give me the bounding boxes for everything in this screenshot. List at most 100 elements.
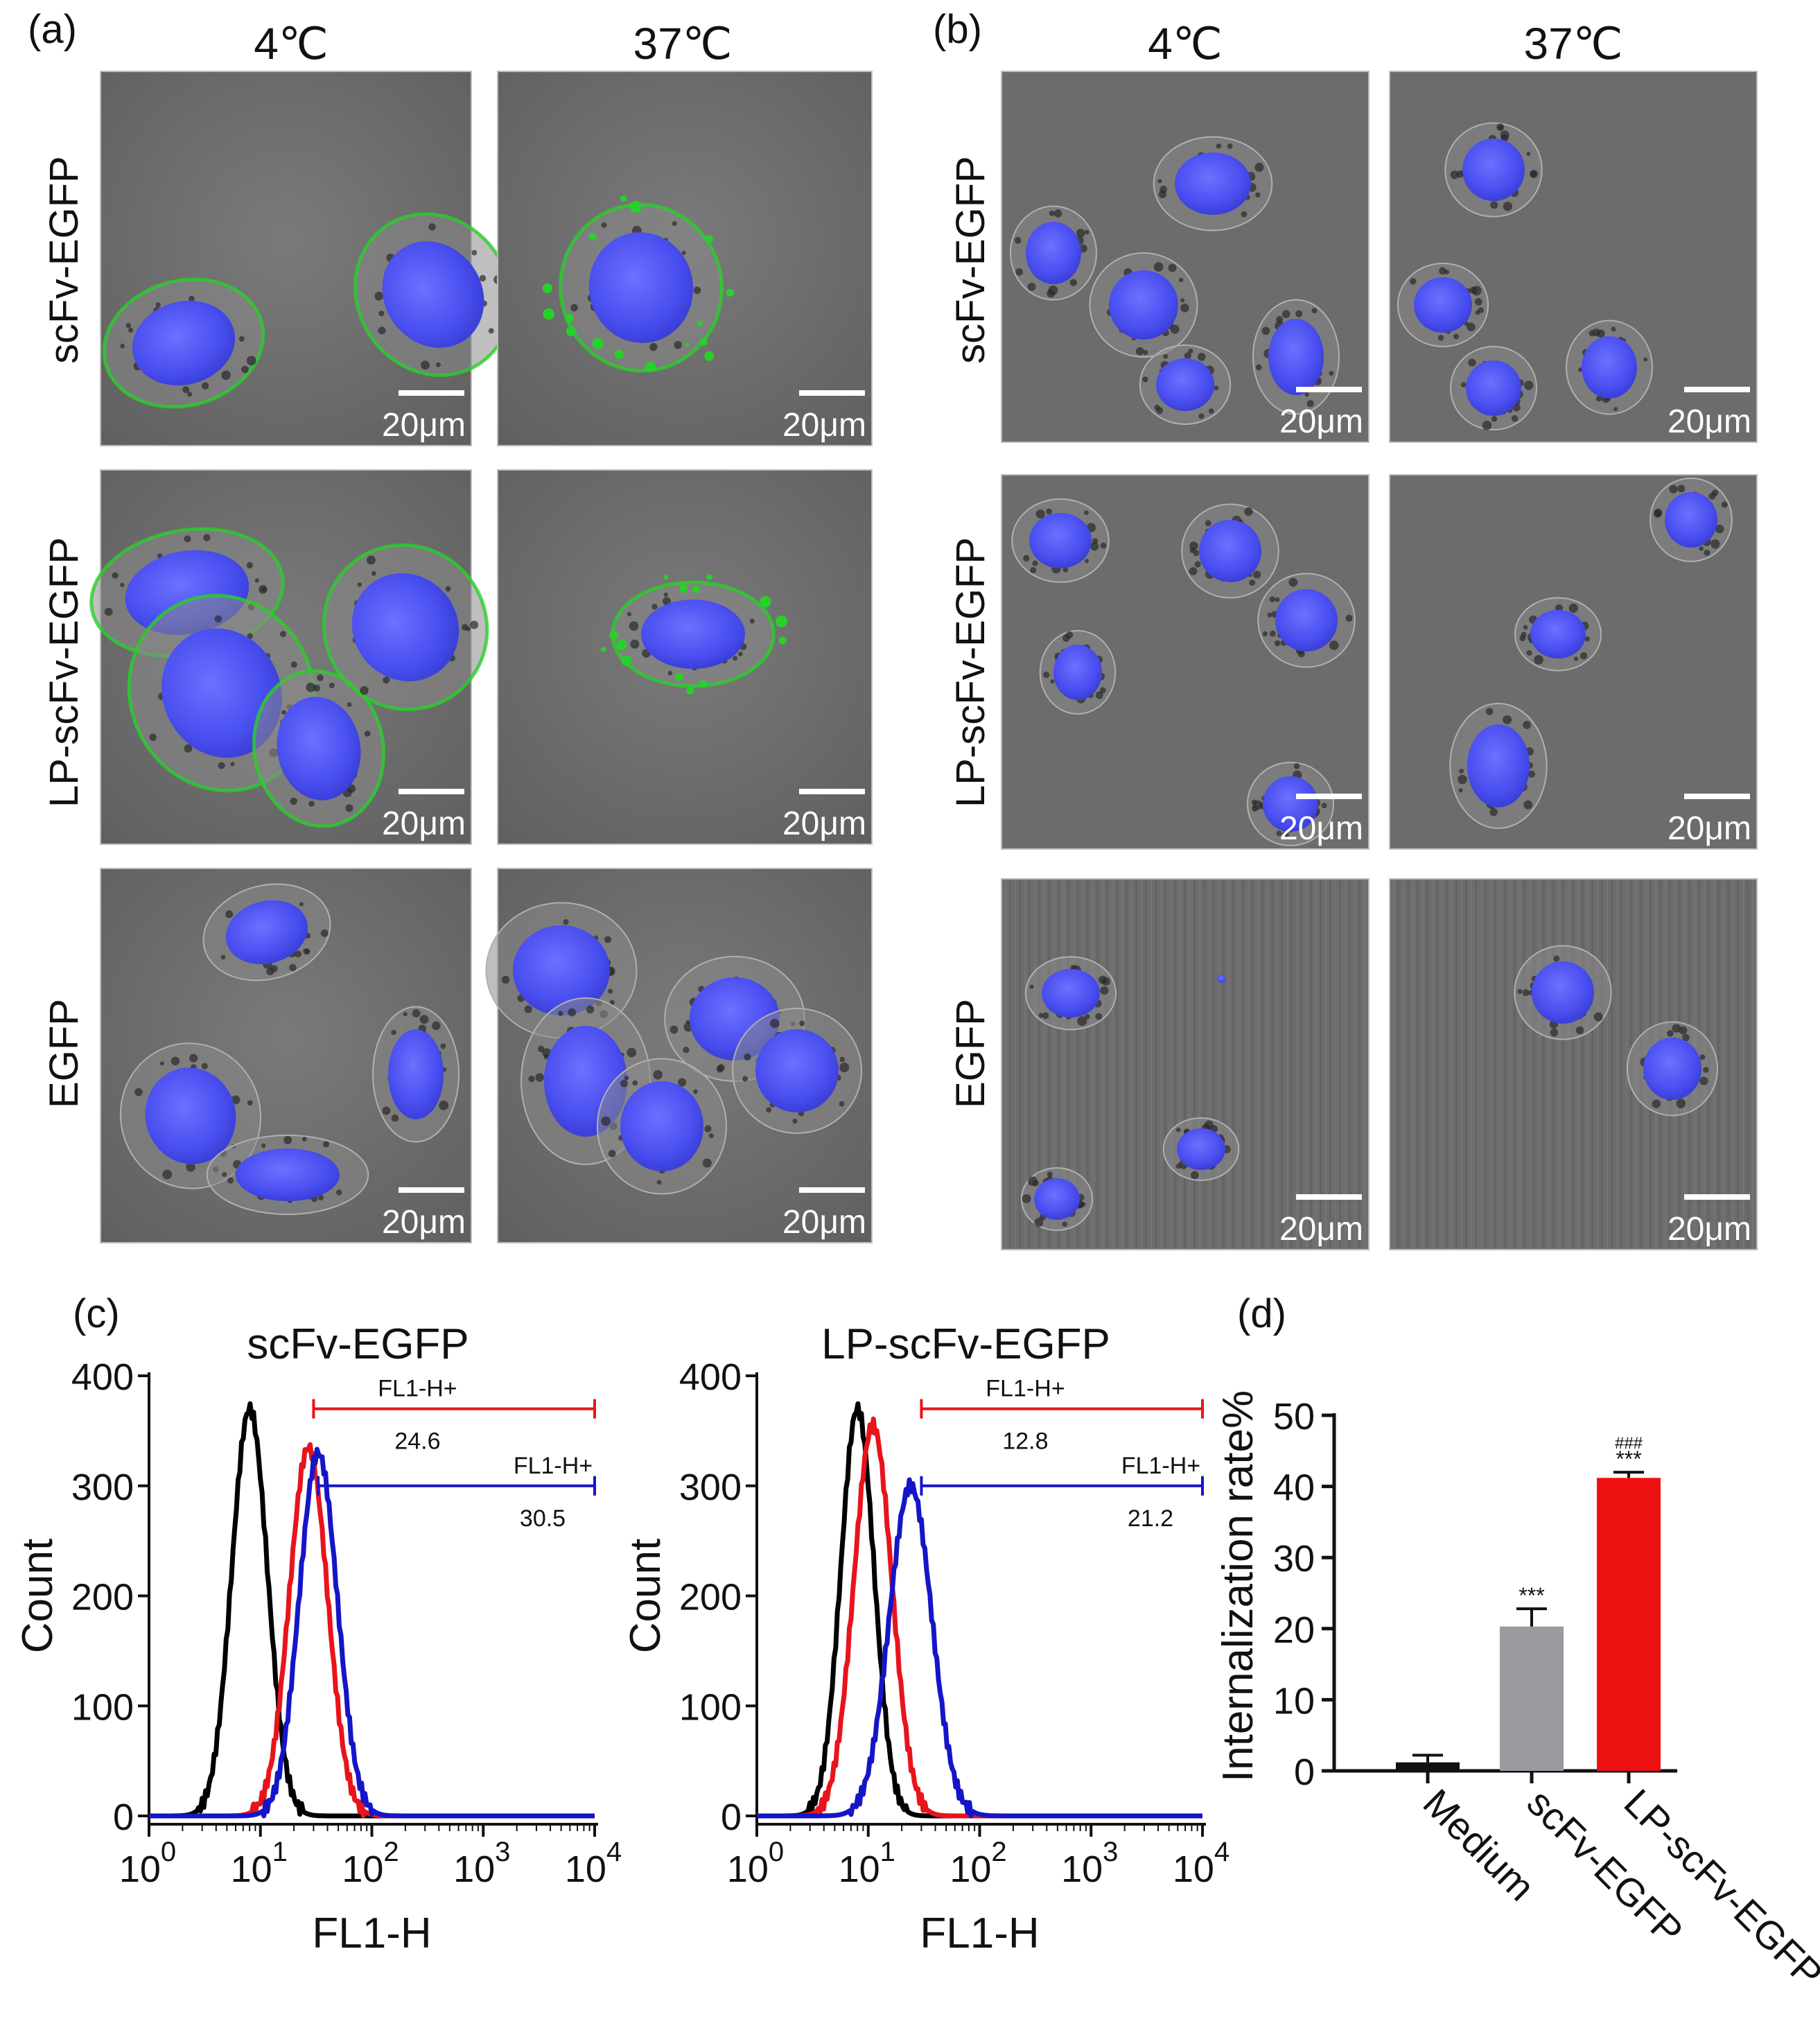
granule	[104, 607, 113, 616]
granule	[360, 685, 369, 695]
granule	[222, 1172, 227, 1178]
granule	[568, 1008, 577, 1017]
egfp-puncta	[679, 582, 684, 587]
granule	[1204, 1120, 1214, 1130]
granule	[681, 250, 686, 255]
nucleus	[1467, 724, 1530, 807]
egfp-puncta	[616, 639, 627, 651]
y-tick-label: 300	[71, 1467, 134, 1508]
egfp-puncta	[686, 686, 694, 694]
granule	[1062, 634, 1070, 643]
granule	[1297, 650, 1305, 658]
granule	[1042, 1012, 1049, 1020]
granule	[704, 1125, 712, 1133]
granule	[134, 1088, 143, 1096]
nucleus	[1263, 776, 1318, 832]
granule	[1047, 289, 1056, 298]
egfp-puncta	[705, 235, 713, 243]
granule	[371, 570, 376, 576]
panel-label-b: (b)	[933, 7, 982, 52]
scale-bar	[1296, 1194, 1362, 1200]
granule	[1189, 567, 1198, 575]
granule	[1254, 162, 1264, 172]
granule	[230, 762, 235, 767]
y-tick-label: 100	[679, 1686, 742, 1728]
granule	[1042, 671, 1050, 679]
granule	[1444, 269, 1450, 274]
granule	[656, 1180, 662, 1185]
granule	[1077, 1016, 1087, 1026]
granule	[308, 801, 315, 807]
granule	[1345, 614, 1353, 622]
granule	[382, 1106, 391, 1115]
granule	[1699, 546, 1704, 551]
nucleus	[1029, 513, 1092, 568]
granule	[1517, 988, 1523, 995]
nucleus	[1466, 360, 1521, 416]
granule	[247, 1100, 253, 1106]
bar-scfv-egfp	[1500, 1626, 1564, 1771]
granule	[1100, 986, 1109, 995]
granule	[1613, 407, 1618, 412]
gate-value: 12.8	[1002, 1428, 1048, 1455]
granule	[1053, 209, 1062, 218]
y-axis-label: Internalization rate%	[1214, 1390, 1262, 1782]
granule	[214, 615, 222, 623]
nucleus	[1156, 358, 1214, 411]
row-label-a-scfv: scFv-EGFP	[42, 156, 87, 364]
y-tick-label: 300	[679, 1467, 742, 1508]
granule	[1708, 492, 1716, 500]
granule	[624, 1075, 629, 1081]
granule	[1478, 307, 1484, 313]
granule	[357, 582, 362, 587]
granule	[627, 1047, 637, 1058]
granule	[674, 340, 682, 349]
granule	[412, 1009, 421, 1017]
granule	[378, 326, 386, 335]
granule	[1191, 1171, 1199, 1180]
granule	[1526, 649, 1532, 656]
nucleus	[1462, 139, 1525, 201]
nucleus	[513, 925, 610, 1015]
granule	[1611, 326, 1616, 332]
granule	[1046, 508, 1052, 515]
nucleus	[641, 600, 745, 669]
granule	[313, 684, 321, 692]
granule	[1015, 268, 1023, 276]
granule	[220, 954, 226, 960]
granule	[653, 1069, 663, 1080]
granule	[1194, 561, 1201, 568]
granule	[1534, 655, 1543, 665]
nucleus	[1042, 969, 1100, 1017]
granule	[1311, 308, 1318, 314]
granule	[155, 302, 161, 308]
y-tick-label: 400	[679, 1356, 742, 1398]
egfp-puncta	[679, 584, 688, 593]
granule	[1252, 570, 1261, 579]
granule	[1699, 1054, 1706, 1060]
granule	[744, 1053, 751, 1061]
granule	[1503, 715, 1512, 724]
nucleus	[1217, 974, 1225, 983]
gate-value: 21.2	[1128, 1505, 1173, 1532]
granule	[184, 535, 191, 543]
granule	[586, 1005, 595, 1014]
granule	[1577, 367, 1583, 372]
granule	[1281, 310, 1290, 318]
granule	[1293, 762, 1300, 769]
granule	[1276, 830, 1282, 837]
granule	[279, 631, 287, 638]
micrograph-tile: 20μm	[89, 469, 489, 845]
egfp-puncta	[699, 680, 707, 688]
granule	[1703, 1067, 1709, 1073]
micrograph-grid: 20μm 20μm 20μm 20μm 20μm 20μm 20μm 20μm 20μm 20μm…	[89, 71, 1758, 1250]
granule	[1170, 324, 1180, 334]
granule	[440, 1043, 446, 1049]
y-axis-label: Count	[622, 1539, 670, 1653]
granule	[1269, 596, 1275, 602]
granule	[364, 731, 371, 737]
granule	[1652, 1099, 1661, 1108]
granule	[1083, 510, 1089, 516]
x-tick-label: 100	[727, 1837, 784, 1890]
